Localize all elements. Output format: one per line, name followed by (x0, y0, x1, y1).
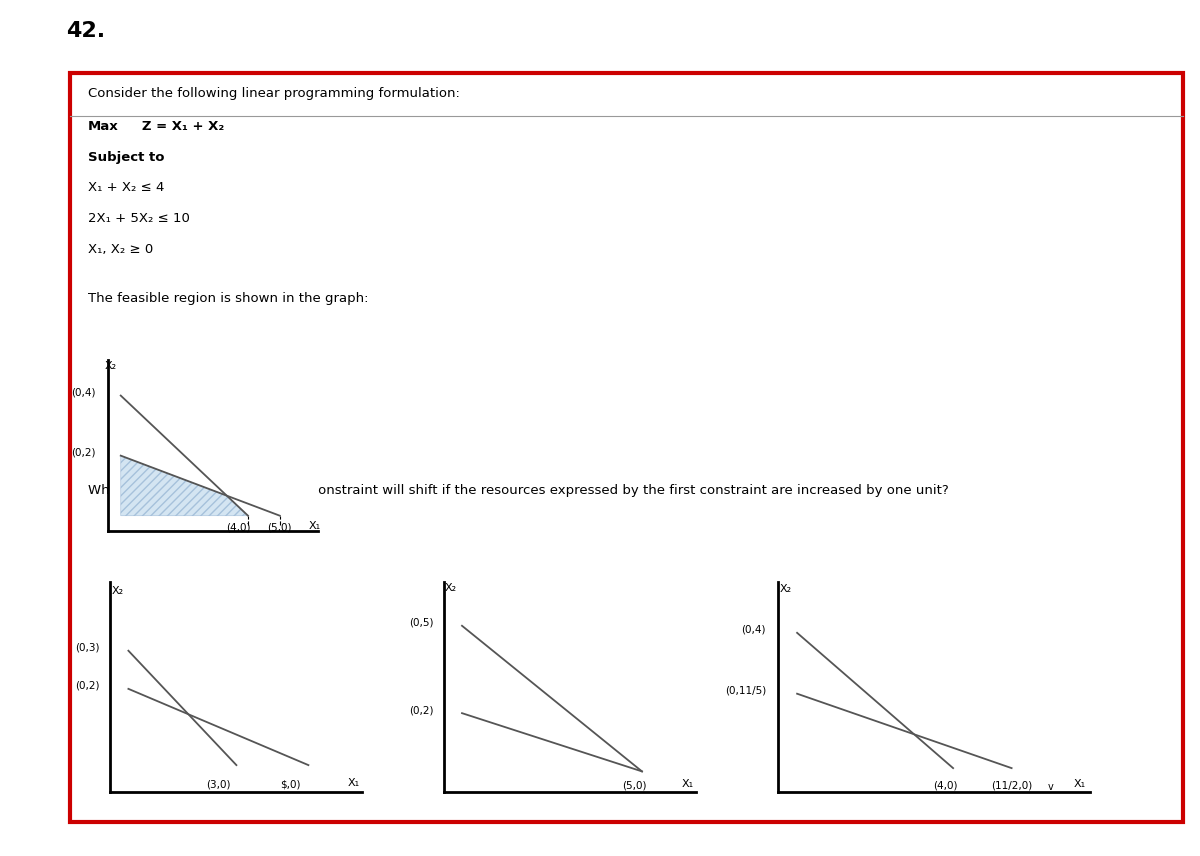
Text: (4,0): (4,0) (227, 523, 251, 532)
Text: X₁: X₁ (1074, 779, 1086, 788)
Text: Max: Max (88, 120, 119, 133)
Polygon shape (121, 455, 248, 515)
Text: Consider the following linear programming formulation:: Consider the following linear programmin… (88, 87, 460, 100)
FancyBboxPatch shape (70, 73, 1183, 822)
Text: (4,0): (4,0) (934, 781, 958, 790)
Text: Subject to: Subject to (88, 151, 164, 163)
Text: X₂: X₂ (445, 583, 457, 593)
Text: (3,0): (3,0) (206, 780, 230, 790)
Text: (5,0): (5,0) (623, 781, 647, 791)
Text: X₂: X₂ (112, 586, 124, 596)
Text: (0,11/5): (0,11/5) (725, 686, 766, 696)
Text: X₂: X₂ (779, 585, 792, 594)
Text: X₁: X₁ (308, 521, 320, 532)
Text: X₁ + X₂ ≤ 4: X₁ + X₂ ≤ 4 (88, 181, 164, 194)
Text: X₁, X₂ ≥ 0: X₁, X₂ ≥ 0 (88, 243, 152, 256)
Text: 2X₁ + 5X₂ ≤ 10: 2X₁ + 5X₂ ≤ 10 (88, 212, 190, 225)
Text: (0,2): (0,2) (71, 448, 95, 458)
Text: 42.: 42. (66, 21, 106, 41)
Text: (0,3): (0,3) (76, 643, 100, 653)
Text: (0,2): (0,2) (76, 681, 100, 691)
Text: (5,0): (5,0) (268, 523, 292, 532)
Text: Z = X₁ + X₂: Z = X₁ + X₂ (128, 120, 224, 133)
Text: The feasible region is shown in the graph:: The feasible region is shown in the grap… (88, 293, 368, 306)
Text: X₁: X₁ (682, 780, 694, 789)
Text: Which graph shows how the first constraint will shift if the resources expressed: Which graph shows how the first constrai… (88, 484, 948, 496)
Text: $,0): $,0) (280, 780, 301, 790)
Text: (0,4): (0,4) (742, 625, 766, 635)
Text: X₁: X₁ (348, 778, 360, 788)
Text: v: v (1048, 782, 1054, 792)
Text: (11/2,0): (11/2,0) (991, 781, 1032, 790)
Text: X₂: X₂ (106, 360, 118, 371)
Text: (0,4): (0,4) (71, 388, 95, 397)
Text: (0,2): (0,2) (409, 705, 433, 715)
Text: (0,5): (0,5) (409, 618, 433, 627)
